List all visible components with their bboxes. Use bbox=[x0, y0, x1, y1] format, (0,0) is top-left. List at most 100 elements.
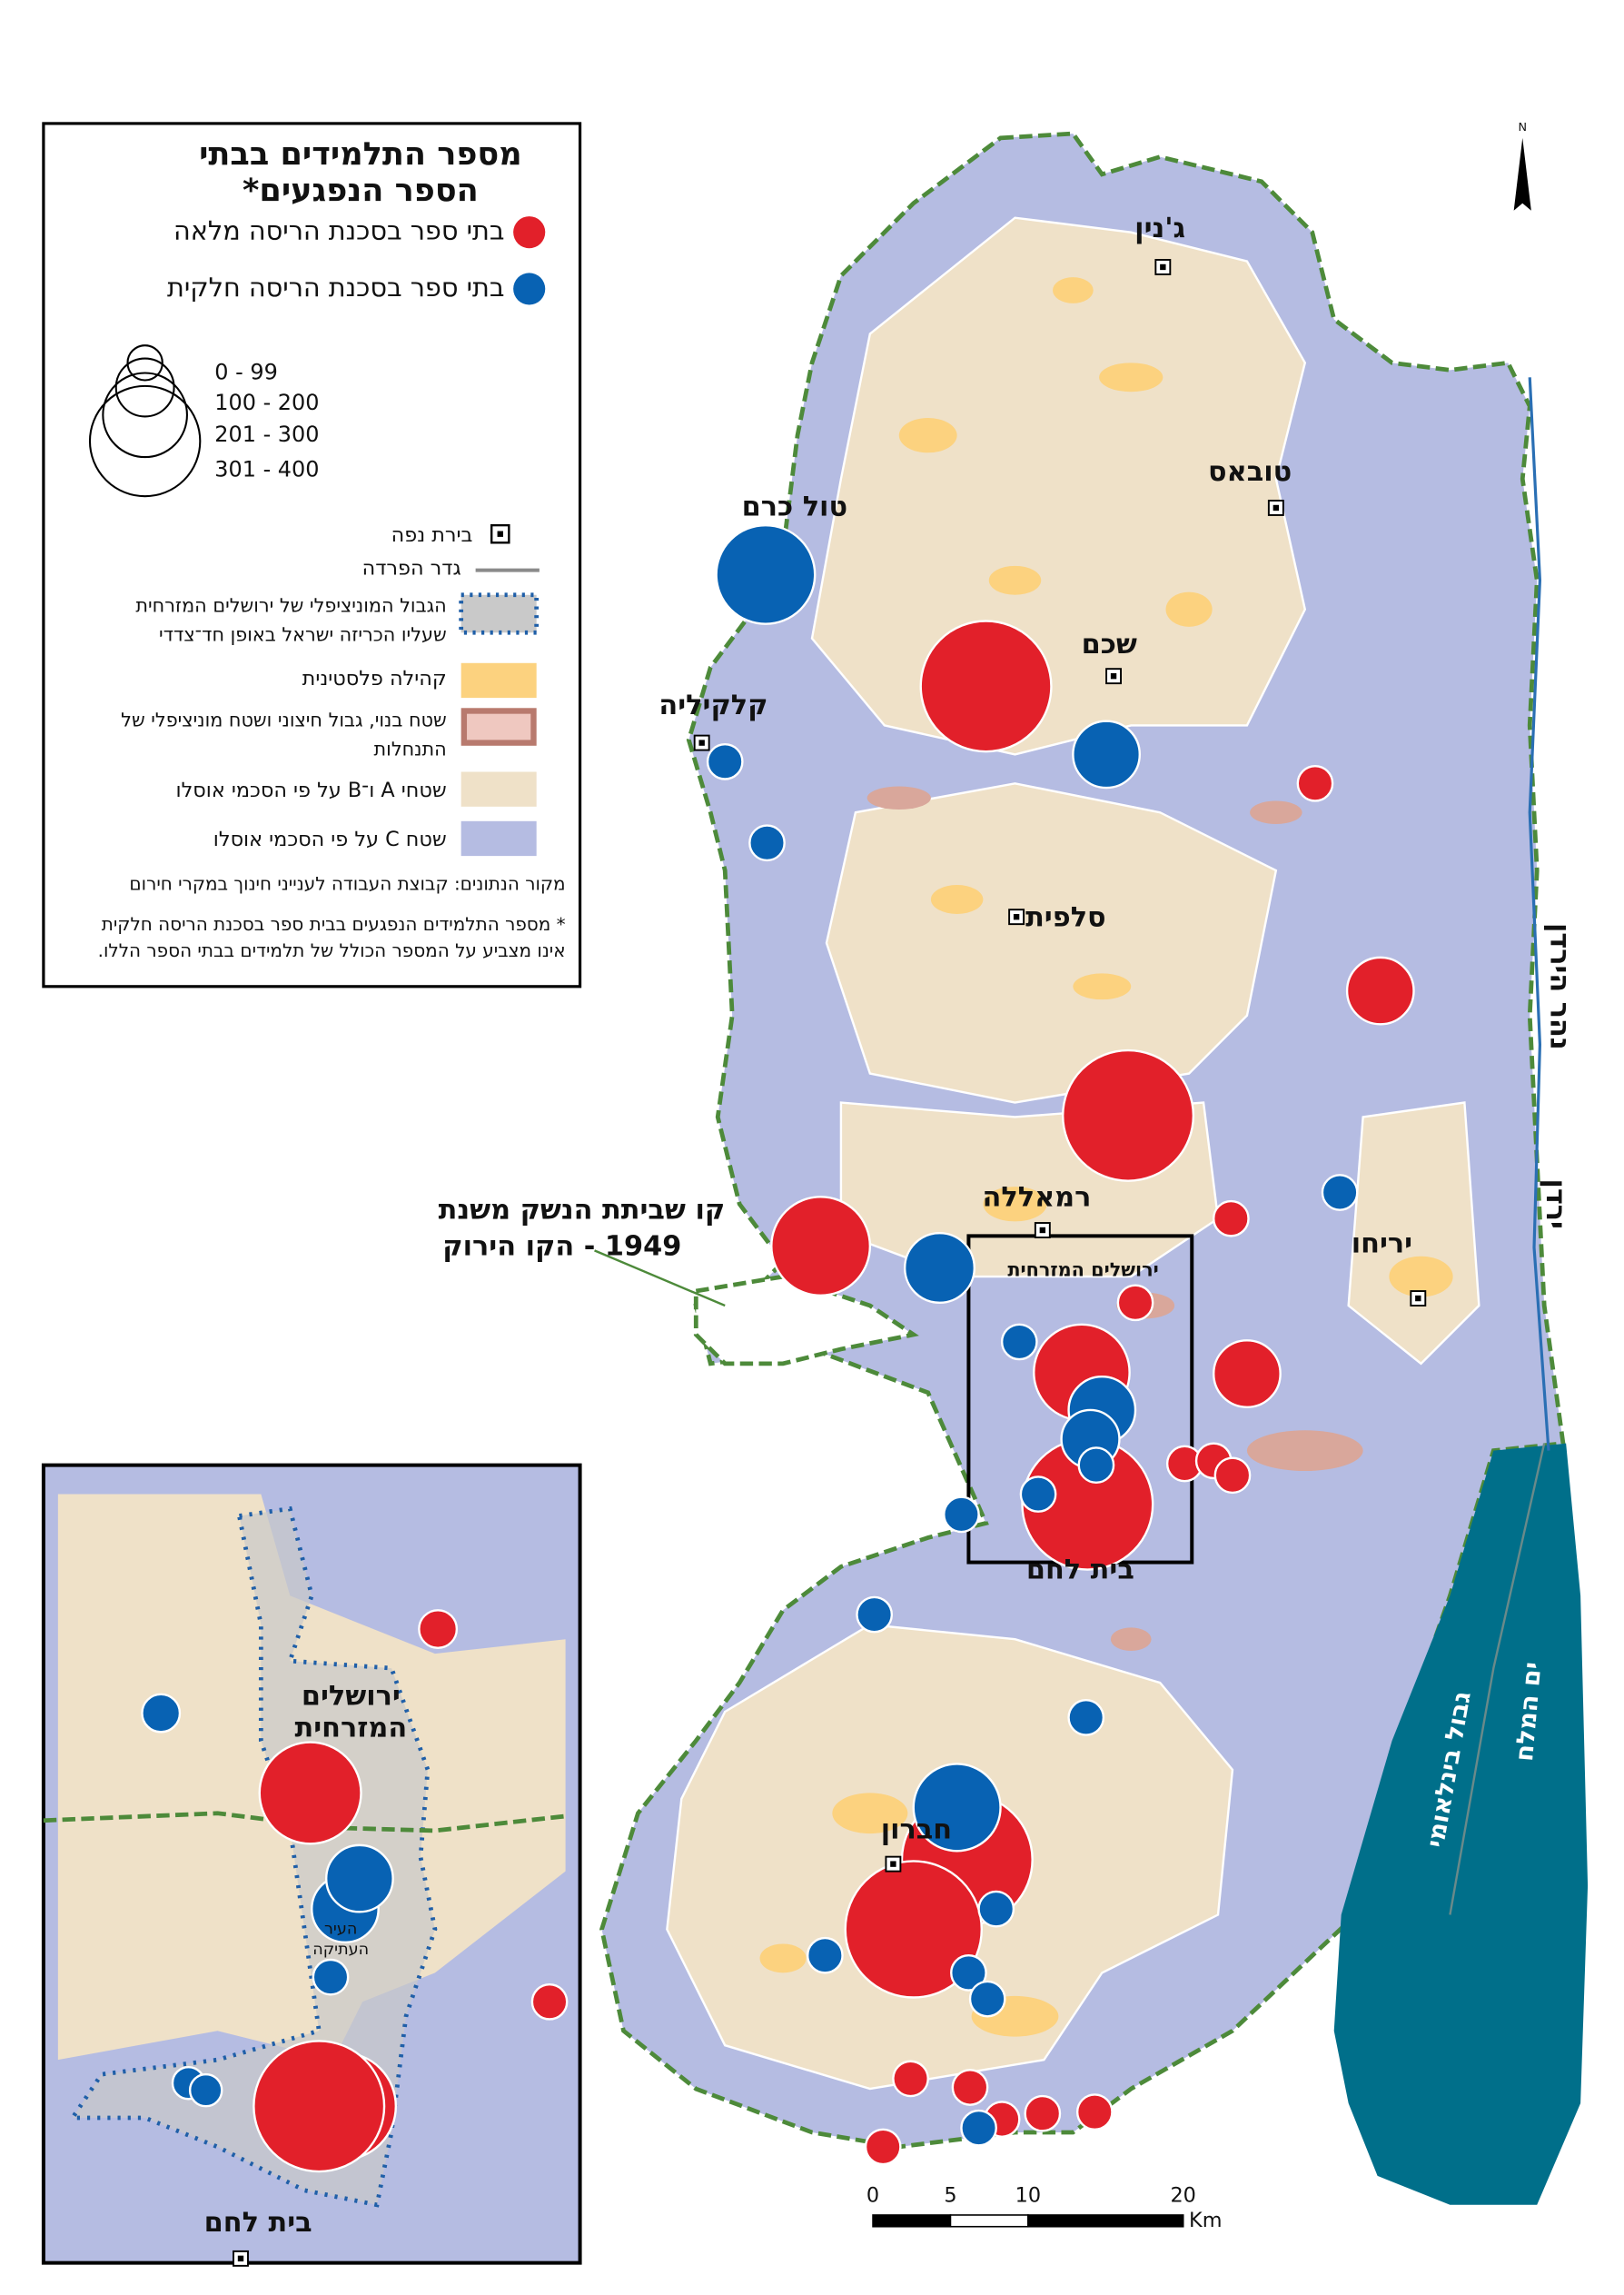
legend-full-marker bbox=[513, 216, 546, 249]
school-marker bbox=[1072, 720, 1141, 790]
legend-title: מספר התלמידים בבתי bbox=[199, 135, 522, 173]
community bbox=[988, 565, 1042, 595]
size-label: 301 - 400 bbox=[214, 456, 319, 482]
capital-marker-dot bbox=[1160, 263, 1166, 271]
school-marker bbox=[807, 1936, 844, 1974]
capital-marker-dot bbox=[698, 740, 705, 746]
ab-symbol bbox=[460, 771, 537, 807]
city-label: ירושלים המזרחית bbox=[1007, 1259, 1158, 1281]
school-marker bbox=[530, 1982, 569, 2021]
school-marker bbox=[1000, 1323, 1038, 1361]
settlement-symbol bbox=[460, 708, 537, 746]
community bbox=[930, 885, 984, 914]
settlements bbox=[866, 786, 1363, 1651]
international-border bbox=[1449, 1443, 1546, 1915]
school-marker bbox=[258, 1741, 362, 1845]
jordan-river bbox=[1528, 377, 1550, 1451]
school-marker bbox=[943, 1495, 980, 1534]
settlement bbox=[1250, 800, 1302, 824]
area-ab bbox=[1347, 1101, 1480, 1366]
inset-label: בית לחם bbox=[204, 2207, 312, 2239]
community bbox=[1073, 973, 1132, 1000]
legend-title: הספר הנפגעים* bbox=[243, 172, 479, 209]
legend-label: שטח בנוי, גבול חיצוני ושטח מוניציפלי של bbox=[121, 710, 447, 731]
settlement bbox=[1110, 1627, 1152, 1651]
community bbox=[1053, 277, 1094, 303]
school-marker bbox=[1345, 956, 1415, 1026]
size-circles bbox=[88, 344, 202, 498]
school-marker bbox=[1019, 1475, 1057, 1513]
scale-segment bbox=[949, 2214, 1029, 2228]
city-label: קלקיליה bbox=[659, 690, 767, 721]
size-circle bbox=[114, 357, 175, 418]
green-line-label: 1949 - הקו הירוק bbox=[442, 1231, 681, 1263]
capital-marker-dot bbox=[1110, 672, 1117, 680]
size-circle bbox=[88, 384, 202, 498]
legend-label: שטח C על פי הסכמי אוסלו bbox=[213, 828, 447, 851]
legend-partial-marker bbox=[513, 273, 546, 305]
school-marker bbox=[188, 2072, 223, 2108]
school-marker bbox=[141, 1693, 182, 1734]
city-label: טול כרם bbox=[742, 491, 847, 522]
legend-label: בתי ספר בסכנת הריסה מלאה bbox=[173, 215, 505, 246]
north-arrow: N bbox=[1513, 121, 1531, 211]
school-marker bbox=[951, 2069, 989, 2106]
inset-label: העיר bbox=[324, 1920, 357, 1938]
river-label: נהר הירדן bbox=[1544, 923, 1576, 1050]
school-marker bbox=[324, 1843, 394, 1913]
school-marker bbox=[770, 1196, 872, 1297]
capital-marker-dot bbox=[1013, 913, 1020, 920]
green-line-label: קו שביתת הנשק משנת bbox=[439, 1195, 726, 1227]
legend-label: התנחלות bbox=[374, 739, 447, 760]
size-label: 201 - 300 bbox=[214, 422, 319, 447]
city-label: ג'נין bbox=[1134, 213, 1185, 244]
legend-frame bbox=[42, 122, 582, 989]
community-symbol bbox=[460, 662, 537, 699]
inset-label: ירושלים bbox=[302, 1681, 401, 1713]
scale-segment bbox=[872, 2214, 952, 2228]
school-marker bbox=[1024, 2094, 1062, 2132]
size-label: 100 - 200 bbox=[214, 390, 319, 415]
school-marker bbox=[1077, 1446, 1115, 1484]
school-marker bbox=[864, 2128, 902, 2166]
community bbox=[983, 1187, 1047, 1222]
capital-marker-dot bbox=[1039, 1227, 1046, 1234]
leader-line bbox=[594, 1249, 726, 1307]
school-marker bbox=[418, 1609, 459, 1649]
legend-label: גדר הפרדה bbox=[362, 557, 461, 581]
community bbox=[1389, 1256, 1453, 1297]
schools bbox=[141, 523, 1415, 2173]
area-ab bbox=[825, 782, 1278, 1104]
school-marker bbox=[950, 1954, 987, 1992]
school-marker bbox=[312, 1958, 350, 1996]
north-arrow-shape bbox=[1513, 137, 1531, 211]
community bbox=[759, 1943, 807, 1973]
school-marker bbox=[960, 2109, 997, 2147]
legend: מספר התלמידים בבתי הספר הנפגעים* בתי ספר… bbox=[42, 122, 582, 989]
city-label: טובאס bbox=[1208, 456, 1292, 488]
community bbox=[832, 1793, 908, 1834]
school-marker bbox=[253, 2040, 386, 2173]
capital-marker-dot bbox=[890, 1861, 896, 1867]
capital-marker-dot bbox=[1415, 1295, 1421, 1302]
legend-label: קהילה פלסטינית bbox=[302, 667, 447, 690]
city-label: רמאללה bbox=[983, 1181, 1092, 1213]
city-label: יריחו bbox=[1352, 1227, 1412, 1259]
school-marker bbox=[1321, 1174, 1359, 1211]
capital-symbol-dot bbox=[497, 531, 503, 537]
legend-source: מקור הנתונים: קבוצת העבודה לענייני חינוך… bbox=[129, 873, 565, 895]
city-label: שכם bbox=[1082, 629, 1137, 661]
inset-label: המזרחית bbox=[294, 1713, 407, 1744]
scale-label: 20 bbox=[1170, 2184, 1195, 2208]
scale-unit: Km bbox=[1189, 2209, 1222, 2232]
size-circle bbox=[126, 344, 163, 382]
settlement bbox=[866, 786, 931, 810]
country-label: ירדן bbox=[1540, 1179, 1571, 1229]
school-marker bbox=[706, 742, 744, 780]
legend-label: בתי ספר בסכנת הריסה חלקית bbox=[167, 272, 505, 303]
city-label: סלפית bbox=[1025, 901, 1106, 933]
community bbox=[898, 417, 957, 453]
scale-segment bbox=[1027, 2214, 1184, 2228]
